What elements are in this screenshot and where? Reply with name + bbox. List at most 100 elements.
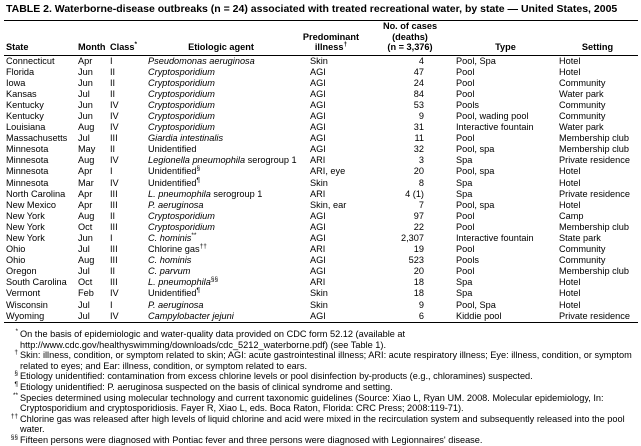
table-cell: Hotel [559,55,581,66]
table-cell: Skin [310,55,328,66]
agent-detail: serogroup 1 [245,155,297,166]
agent-name: Unidentified [148,288,197,299]
table-cell: I [110,233,113,243]
table-cell: AGI [310,99,326,110]
footnote-mark: * [15,328,18,335]
footnotes: * On the basis of epidemiologic and water… [6,328,636,446]
table-cell: Interactive fountain [456,233,534,243]
footnote-mark: ** [191,232,197,239]
table-row: New York Jun I C. hominis** AGI 2,307 Interact… [4,232,638,244]
column-header: Etiologic agent [146,21,296,56]
table-cell: Jul [78,266,90,277]
footnote: †† Chlorine gas was released after high l… [6,413,636,435]
agent-name: P. aeruginosa [148,199,204,210]
table-cell: IV [110,310,119,321]
table-cell: Pool [456,133,475,144]
table-cell: 32 [413,144,424,155]
footnote-text: Chlorine gas was released after high lev… [20,413,625,435]
agent-name: P. aeruginosa [148,299,204,310]
table-cell: May [78,144,96,155]
table-cell: Jun [78,233,93,243]
table-cell: Oct [78,221,93,232]
table-cell: L. pneumophila§§ [146,277,296,288]
table-cell: Skin [310,177,328,188]
agent-name: Cryptosporidium [148,77,215,88]
agent-name: Unidentified [148,177,197,188]
table-cell: Membership club [559,266,629,277]
table-cell: Membership club [559,133,629,144]
table-cell: Apr [78,166,93,177]
footnote-mark: § [14,370,18,378]
table-cell: AGI [310,310,326,321]
table-row: Minnesota Mar IV Unidentified¶ Skin 8 Spa Hotel [4,177,638,189]
table-cell: Cryptosporidium [146,89,296,100]
table-cell: Legionella pneumophila serogroup 1 [146,155,297,166]
table-cell: C. hominis** [146,232,296,244]
table-cell: Jun [78,110,93,121]
footnote-mark: ¶ [196,287,201,295]
header-text: Class [110,42,135,52]
table-cell: Pool [456,244,475,255]
agent-name: C. hominis [148,255,192,266]
table-cell: 19 [413,244,424,255]
agent-name: C. hominis [148,233,192,243]
table-cell: New York [6,210,45,221]
table-cell: 31 [413,122,424,133]
table-cell: Unidentified [146,144,296,155]
table-cell: Pool [456,266,475,277]
table-cell: AGI [310,122,326,133]
table-cell: IV [110,155,119,166]
table-cell: AGI [310,88,326,99]
table-cell: Kentucky [6,110,44,121]
table-cell: Chlorine gas†† [146,243,296,255]
table-row: Kentucky Jun IV Cryptosporidium AGI 53 Pools Co… [4,100,638,111]
table-cell: Skin [310,299,328,310]
agent-name: Pseudomonas aeruginosa [148,55,255,66]
table-cell: P. aeruginosa [146,300,296,311]
table-cell: Spa [456,155,473,166]
footnote-mark: * [134,41,138,48]
column-header: State [4,21,76,56]
table-cell: Minnesota [6,166,49,177]
table-row: Vermont Feb IV Unidentified¶ Skin 18 Spa Hotel [4,288,638,299]
table-cell: 523 [408,255,424,266]
footnote-text: Etiology unidentified: P. aeruginosa sus… [20,381,393,392]
table-cell: Water park [559,88,604,99]
table-cell: IV [110,110,119,121]
table-cell: Pool, Spa [456,55,496,66]
footnote: § Etiology unidentified: contamination fr… [6,370,636,382]
agent-name: Cryptosporidium [148,210,215,221]
table-cell: Unidentified§ [146,166,296,177]
table-cell: Pool [456,77,475,88]
table-cell: 7 [418,199,424,210]
table-cell: II [110,77,116,88]
table-cell: Cryptosporidium [146,100,296,111]
agent-name: C. parvum [148,266,191,277]
table-cell: Cryptosporidium [146,122,296,133]
table-cell: Spa [456,188,473,199]
table-cell: Jul [78,244,90,255]
column-header: Setting [557,21,638,56]
table-cell: 9 [418,299,424,310]
table-cell: Pools [456,99,479,110]
table-cell: Spa [456,277,473,288]
table-cell: Jul [78,88,90,99]
footnote: † Skin: illness, condition, or symptom re… [6,349,636,371]
table-cell: Pool, spa [456,144,495,155]
agent-name: Cryptosporidium [148,88,215,99]
header-text: Month [78,42,106,52]
footnote-mark: §§ [10,433,18,441]
table-cell: Hotel [559,177,581,188]
table-cell: Jun [78,99,93,110]
table-cell: Jul [78,133,90,144]
table-cell: Community [559,99,606,110]
column-header: Month [76,21,108,56]
table-cell: II [110,88,116,99]
table-cell: 18 [413,277,424,288]
table-cell: State park [559,233,601,243]
table-cell: Camp [559,210,584,221]
table-cell: Private residence [559,310,630,321]
table-cell: Wyoming [6,310,45,321]
table-cell: Aug [78,155,95,166]
footnote-mark: ** [12,391,18,399]
